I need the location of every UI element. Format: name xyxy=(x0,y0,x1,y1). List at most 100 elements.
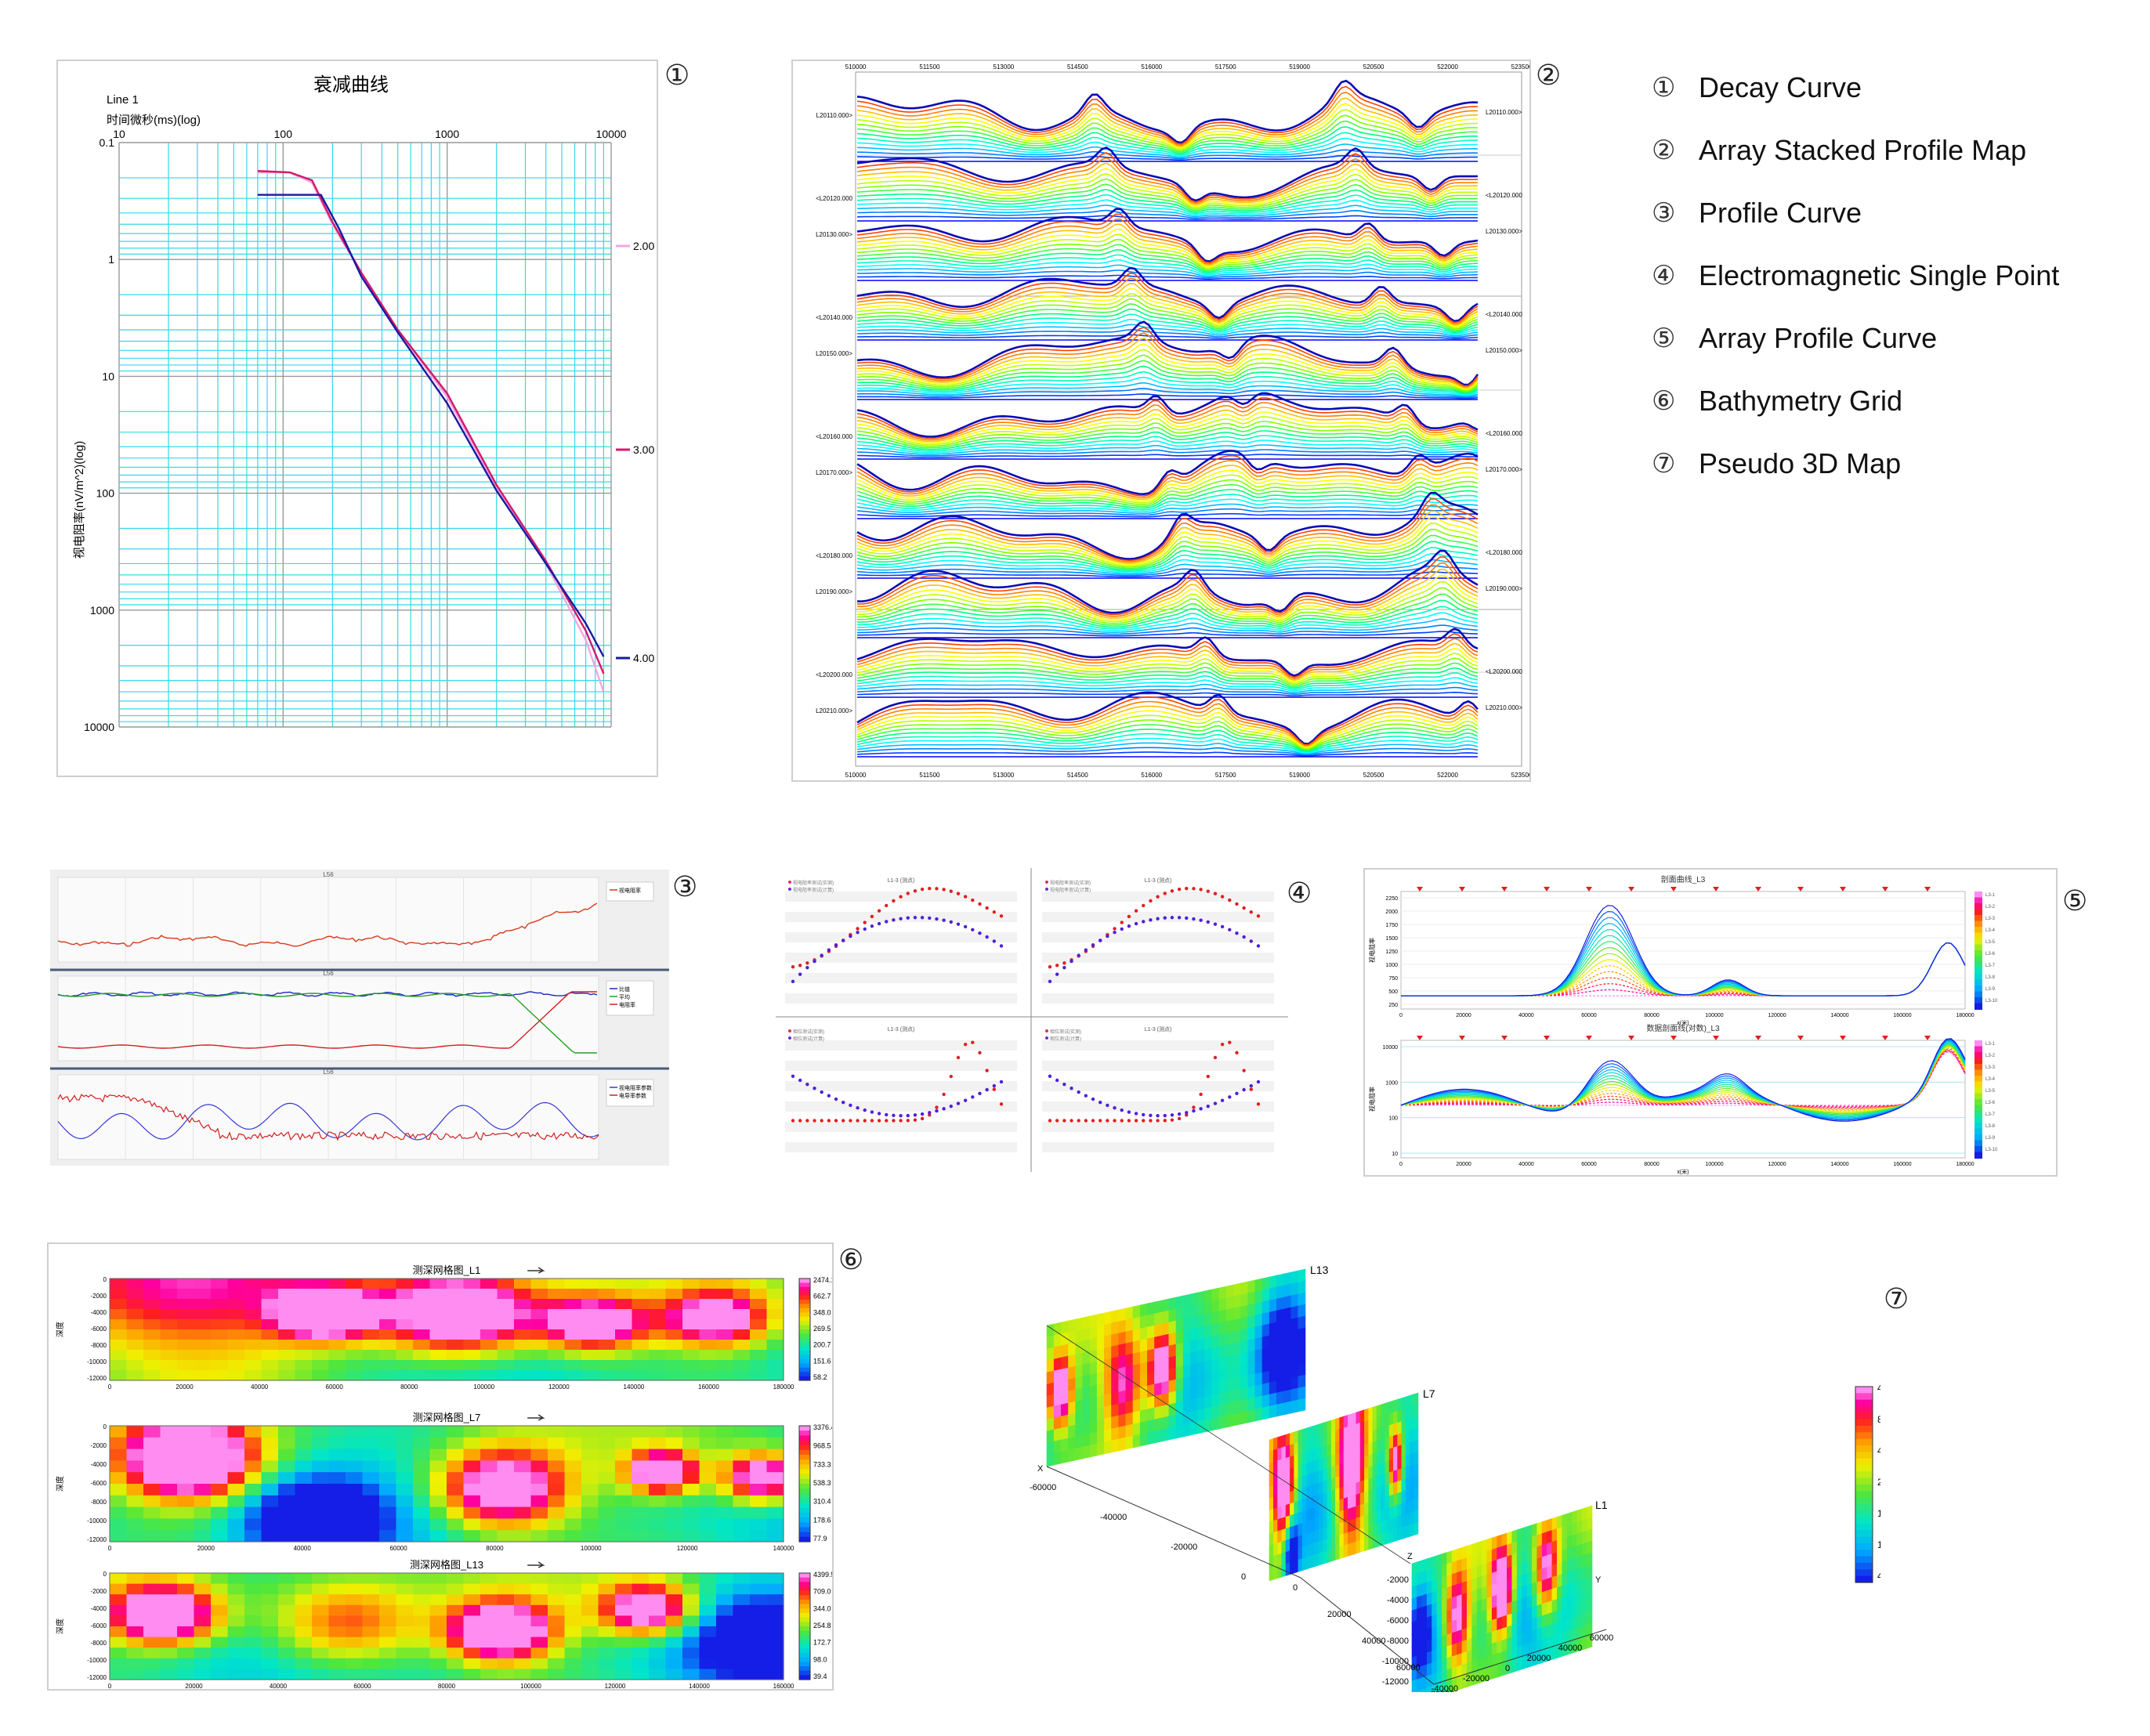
grid-cell xyxy=(396,1460,414,1473)
grid-cell xyxy=(766,1329,784,1340)
p3d-cell xyxy=(1381,1496,1386,1511)
p3d-cell xyxy=(1204,1289,1213,1304)
p3d-cell xyxy=(1411,1679,1417,1694)
grid-cell xyxy=(396,1426,414,1438)
grid-cell xyxy=(699,1289,717,1300)
grid-cell xyxy=(733,1299,751,1310)
p3d-cell xyxy=(1068,1342,1076,1357)
p3d-cell xyxy=(1053,1369,1062,1383)
grid-cell xyxy=(581,1329,599,1340)
arr-y-tick: 1250 xyxy=(1385,949,1398,955)
p3d-cell xyxy=(1413,1416,1419,1430)
decay-curve-panel: 衰减曲线 Line 1 时间微秒(ms)(log) 视电阻率(nV/m^2)(l… xyxy=(56,60,658,777)
em-legend-label: 相位测试(实测) xyxy=(793,1029,824,1035)
grid-cell xyxy=(346,1360,364,1371)
p3d-cell xyxy=(1306,1555,1312,1570)
stack-line-label-right: <L20120.000 xyxy=(1486,192,1522,199)
grid-cell xyxy=(211,1669,229,1680)
grid-cell xyxy=(110,1530,128,1543)
grid-cell xyxy=(346,1329,364,1340)
grid-cell xyxy=(177,1506,195,1519)
p3d-cell xyxy=(1190,1292,1198,1307)
em-point xyxy=(956,922,961,926)
grid-cell xyxy=(766,1278,784,1289)
grid-cell xyxy=(194,1604,212,1616)
p3d-cell xyxy=(1339,1439,1345,1454)
p3d-cell xyxy=(1283,1354,1292,1369)
grid-cell xyxy=(278,1573,296,1585)
grid-cell xyxy=(665,1626,683,1638)
grid-cell xyxy=(312,1319,330,1330)
p3d-cell xyxy=(1132,1398,1141,1413)
grid-colorbar-label: 269.5 xyxy=(813,1325,831,1333)
p3d-cell xyxy=(1269,1473,1274,1488)
stack-profile-line xyxy=(856,376,1479,396)
grid-cell xyxy=(295,1573,313,1585)
grid-cell xyxy=(665,1350,683,1361)
grid-cell xyxy=(110,1329,128,1340)
p3d-cell xyxy=(1446,1597,1453,1612)
em-point xyxy=(820,1119,823,1123)
stack-profile-line xyxy=(856,657,1479,686)
grid-cell xyxy=(278,1594,296,1606)
grid-cell xyxy=(615,1289,633,1300)
arr-marker xyxy=(1459,1036,1465,1040)
p3d-cell xyxy=(1339,1533,1345,1548)
grid-x-tick: 120000 xyxy=(677,1545,698,1552)
stack-profile-line xyxy=(856,332,1479,388)
grid-cell xyxy=(632,1615,650,1627)
grid-cell xyxy=(143,1495,161,1508)
arr-x-tick: 100000 xyxy=(1705,1162,1723,1167)
grid-cell xyxy=(514,1299,532,1310)
grid-cell xyxy=(564,1299,582,1310)
grid-cell xyxy=(177,1647,195,1659)
p3d-cell xyxy=(1413,1498,1419,1513)
grid-colorbar-label: 348.0 xyxy=(813,1308,831,1316)
p3d-cell xyxy=(1330,1465,1336,1480)
stack-profile-line xyxy=(856,407,1479,443)
p3d-cell xyxy=(1551,1586,1558,1601)
p3d-cell xyxy=(1161,1345,1170,1360)
p3d-cell xyxy=(1497,1640,1503,1655)
grid-cell xyxy=(244,1340,262,1351)
legend-num: ⑦ xyxy=(1652,448,1676,479)
p3d-cell xyxy=(1125,1388,1134,1403)
panel-number: ⑥ xyxy=(838,1244,864,1276)
p3d-cell xyxy=(1154,1323,1162,1338)
legend-num: ① xyxy=(1652,72,1676,103)
p3d-cell xyxy=(1294,1453,1299,1468)
grid-cell xyxy=(548,1626,566,1638)
grid-cell xyxy=(581,1350,599,1361)
grid-cell xyxy=(581,1484,599,1496)
p3d-cell xyxy=(1397,1503,1403,1517)
grid-cell xyxy=(649,1319,667,1330)
grid-cell xyxy=(733,1604,751,1616)
arr-colorbar-cell xyxy=(1974,1087,1982,1094)
p3d-panel-label: L7 xyxy=(1423,1387,1435,1400)
p3d-cell xyxy=(1587,1528,1593,1543)
p3d-cell xyxy=(1182,1293,1191,1308)
p3d-cell xyxy=(1218,1321,1227,1336)
arr-colorbar-cell xyxy=(1974,1069,1982,1076)
grid-cell xyxy=(649,1360,667,1371)
em-point xyxy=(963,924,968,929)
grid-cell xyxy=(699,1360,717,1371)
grid-cell xyxy=(346,1426,364,1438)
arr-colorbar-label: L3-9 xyxy=(1985,1136,1996,1141)
p3d-cell xyxy=(1197,1314,1205,1329)
grid-cell xyxy=(699,1573,717,1585)
em-point xyxy=(942,1107,946,1111)
p3d-cell xyxy=(1587,1552,1593,1567)
p3d-cell xyxy=(1587,1611,1593,1626)
p3d-cell xyxy=(1290,1467,1295,1481)
em-point xyxy=(849,1103,852,1108)
grid-cell xyxy=(548,1647,566,1659)
stack-profile-line xyxy=(856,402,1479,441)
p3d-cell xyxy=(1053,1322,1062,1336)
em-point xyxy=(1185,916,1189,920)
p3d-cell xyxy=(1247,1326,1256,1341)
p3d-cell xyxy=(1290,1364,1299,1379)
grid-cell xyxy=(581,1426,599,1438)
p3d-b-tick: 40000 xyxy=(1558,1644,1583,1653)
p3d-cell xyxy=(1310,1460,1316,1474)
